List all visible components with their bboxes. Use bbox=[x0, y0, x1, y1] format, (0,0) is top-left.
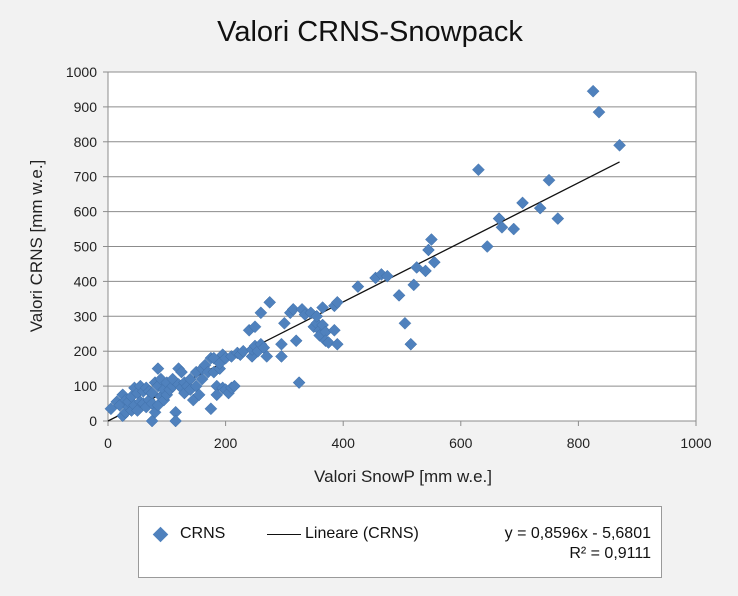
line-marker-icon bbox=[267, 533, 301, 535]
data-point bbox=[204, 402, 218, 416]
data-point bbox=[292, 376, 306, 389]
legend-trend-label: Lineare (CRNS) bbox=[305, 525, 419, 542]
data-point bbox=[427, 255, 441, 269]
data-point bbox=[316, 301, 329, 314]
data-point bbox=[169, 414, 182, 428]
data-points bbox=[104, 84, 626, 428]
x-tick-label: 600 bbox=[449, 435, 473, 451]
data-point bbox=[419, 264, 432, 278]
x-tick-label: 1000 bbox=[680, 435, 711, 451]
data-point bbox=[275, 350, 288, 363]
equation-text: y = 0,8596x - 5,6801 bbox=[504, 525, 651, 542]
x-tick-label: 200 bbox=[214, 435, 238, 451]
data-point bbox=[330, 295, 344, 309]
x-tick-label: 800 bbox=[567, 435, 591, 451]
legend-item-crns: CRNS bbox=[151, 525, 225, 543]
data-point bbox=[592, 105, 606, 119]
y-tick-label: 200 bbox=[74, 343, 98, 359]
data-point bbox=[533, 201, 547, 215]
data-point bbox=[422, 243, 435, 257]
data-point bbox=[263, 295, 277, 309]
data-point bbox=[322, 336, 335, 349]
scatter-chart: Valori CRNS-Snowpack 0 100 200 300 400 500 600… bbox=[27, 16, 712, 486]
data-point bbox=[407, 278, 421, 292]
chart-title: Valori CRNS-Snowpack bbox=[217, 16, 523, 48]
data-point bbox=[516, 196, 529, 210]
data-point bbox=[210, 388, 224, 402]
y-tick-label: 900 bbox=[74, 99, 98, 115]
x-axis-label: Valori SnowP [mm w.e.] bbox=[314, 467, 492, 486]
data-point bbox=[392, 289, 406, 302]
chart-legend: CRNS Lineare (CRNS) y = 0,8596x - 5,6801… bbox=[138, 506, 662, 578]
y-tick-label: 800 bbox=[74, 134, 98, 150]
data-point bbox=[551, 212, 565, 225]
diamond-marker-icon bbox=[152, 526, 169, 542]
y-tick-label: 100 bbox=[74, 378, 98, 394]
data-point bbox=[328, 323, 341, 337]
data-point bbox=[480, 240, 494, 253]
trendline-equation: y = 0,8596x - 5,6801 R² = 0,9111 bbox=[481, 524, 651, 564]
data-point bbox=[495, 220, 509, 234]
data-point bbox=[192, 388, 206, 402]
data-point bbox=[398, 316, 412, 330]
data-point bbox=[380, 269, 394, 283]
y-tick-label: 500 bbox=[74, 239, 98, 255]
data-point bbox=[586, 84, 600, 98]
y-tick-label: 400 bbox=[74, 273, 98, 289]
data-point bbox=[151, 362, 165, 376]
y-axis-label: Valori CRNS [mm w.e.] bbox=[27, 160, 46, 333]
r-squared-text: R² = 0,9111 bbox=[569, 545, 651, 562]
data-point bbox=[248, 320, 262, 334]
gridlines bbox=[108, 71, 696, 387]
y-tick-label: 0 bbox=[89, 413, 97, 429]
data-point bbox=[278, 316, 291, 330]
data-point bbox=[175, 365, 188, 379]
y-tick-label: 1000 bbox=[66, 64, 97, 80]
x-tick-label: 0 bbox=[104, 435, 112, 451]
x-tick-label: 400 bbox=[332, 435, 356, 451]
y-axis-ticks: 0 100 200 300 400 500 600 700 800 900 1000 bbox=[66, 64, 108, 429]
data-point bbox=[613, 138, 626, 152]
data-point bbox=[351, 280, 365, 293]
y-tick-label: 700 bbox=[74, 169, 98, 185]
data-point bbox=[228, 379, 241, 393]
data-point bbox=[542, 173, 556, 187]
data-point bbox=[286, 302, 300, 316]
data-point bbox=[254, 306, 268, 320]
data-point bbox=[260, 350, 274, 363]
data-point bbox=[310, 309, 324, 323]
data-point bbox=[425, 233, 438, 246]
data-point bbox=[404, 337, 418, 351]
y-tick-label: 300 bbox=[74, 308, 98, 324]
data-point bbox=[195, 372, 209, 386]
legend-series-label: CRNS bbox=[180, 525, 226, 542]
data-point bbox=[472, 163, 485, 177]
data-point bbox=[507, 222, 521, 236]
x-axis-ticks: 0 200 400 600 800 1000 bbox=[104, 421, 712, 451]
data-point bbox=[289, 334, 303, 348]
y-tick-label: 600 bbox=[74, 204, 98, 220]
legend-item-trendline: Lineare (CRNS) bbox=[267, 525, 419, 543]
data-point bbox=[330, 337, 344, 351]
